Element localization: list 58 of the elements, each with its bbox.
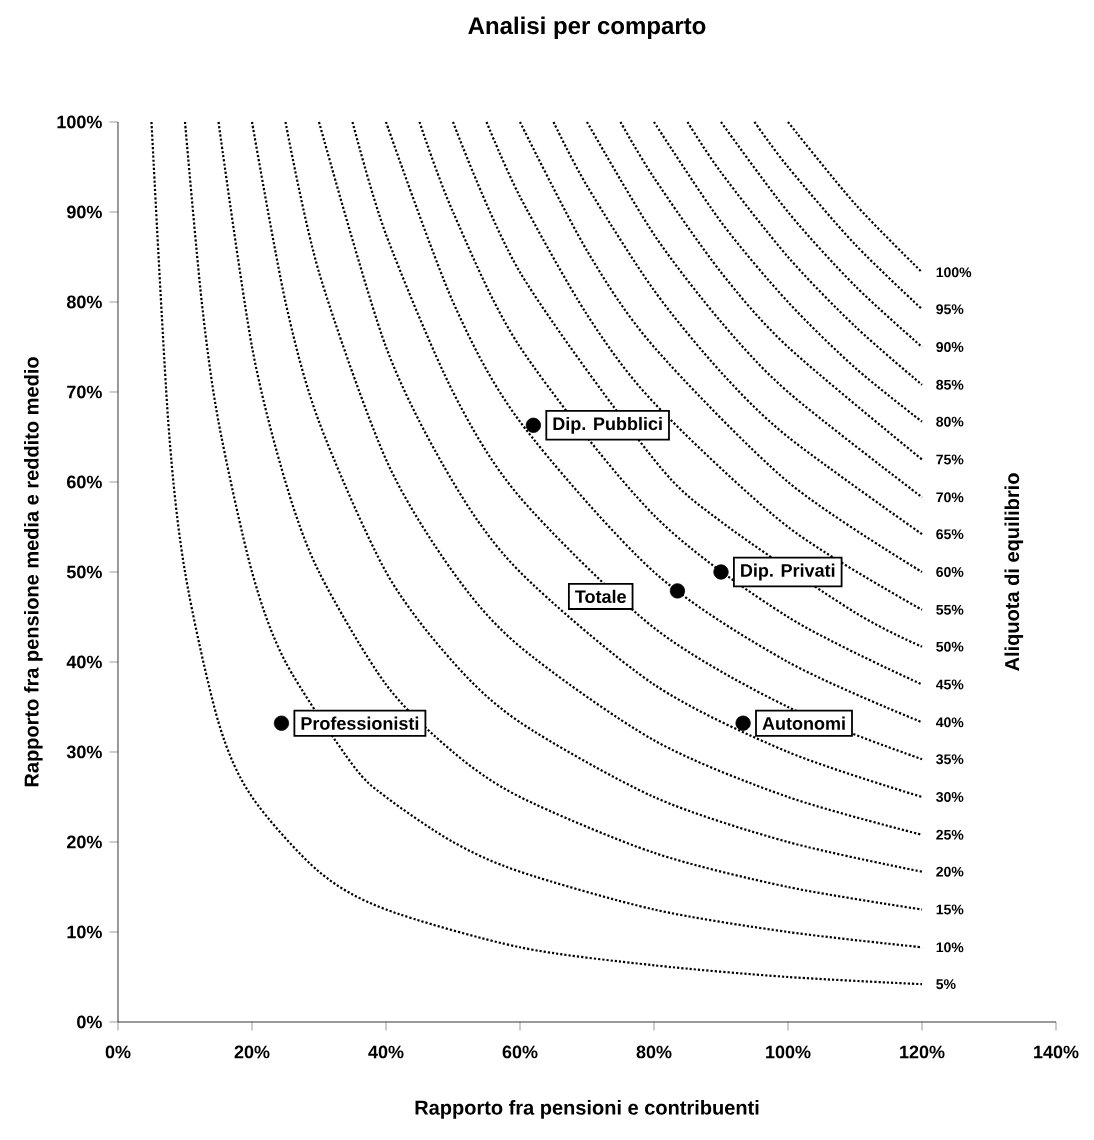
y-tick-label: 90%: [66, 205, 102, 219]
series-label: 15%: [936, 904, 964, 915]
x-tick-label: 80%: [636, 1045, 672, 1059]
x-axis-title: Rapporto fra pensioni e contribuenti: [415, 1100, 759, 1119]
annotation: Professionisti: [301, 716, 419, 730]
y-tick-label: 30%: [66, 745, 102, 759]
series-label: 95%: [936, 304, 964, 315]
series-label: 5%: [936, 979, 956, 990]
series-label: 20%: [936, 866, 964, 877]
series-label: 85%: [936, 379, 964, 390]
x-tick-label: 120%: [900, 1045, 945, 1059]
series-label: 65%: [936, 529, 964, 540]
line-series: [585, 120, 924, 499]
x-tick-label: 140%: [1034, 1045, 1079, 1059]
point: [735, 715, 751, 731]
y-tick-label: 60%: [67, 475, 102, 489]
series-label: 75%: [936, 454, 964, 465]
y-tick-label: 100%: [57, 115, 102, 129]
chart-title: Analisi per comparto: [468, 16, 706, 39]
point: [525, 417, 541, 433]
y-tick-label: 10%: [67, 925, 102, 939]
series-label: 40%: [935, 717, 964, 728]
line-series: [753, 120, 924, 311]
series-label: 10%: [936, 942, 964, 953]
annotation: Dip. Pubblici: [553, 416, 662, 434]
y2-axis-title: Aliquota di equilibrio: [1004, 473, 1024, 671]
point: [669, 583, 686, 599]
x-tick-label: 100%: [766, 1045, 811, 1059]
series-label: 60%: [936, 567, 964, 577]
y-tick-label: 40%: [66, 655, 102, 669]
x-tick-label: 40%: [368, 1045, 404, 1059]
x-tick-label: 20%: [234, 1045, 270, 1059]
y-tick-label: 0%: [77, 1015, 102, 1029]
point: [713, 564, 729, 580]
series-label: 80%: [936, 416, 964, 427]
series-label: 25%: [936, 829, 964, 840]
y-axis-title: Rapporto fra pensione media e reddito medio: [23, 357, 43, 787]
annotation: Autonomi: [762, 716, 845, 730]
series-label: 50%: [936, 641, 964, 652]
series-label: 55%: [936, 604, 964, 615]
series-label: 35%: [936, 754, 964, 765]
line-series: [719, 120, 924, 349]
series-label: 45%: [935, 679, 964, 690]
line-series: [686, 120, 924, 386]
annotation: Totale: [575, 589, 626, 604]
y-tick-label: 70%: [67, 385, 102, 399]
line-series: [552, 120, 924, 536]
y-tick-label: 20%: [66, 835, 102, 849]
y-tick-label: 50%: [66, 565, 102, 579]
annotation: Dip. Privati: [741, 563, 835, 581]
series-label: 100%: [936, 267, 972, 278]
series-label: 70%: [936, 492, 964, 503]
x-tick-label: 60%: [502, 1045, 538, 1059]
series-label: 90%: [936, 342, 964, 352]
series-label: 30%: [936, 792, 964, 802]
point: [273, 715, 290, 731]
x-tick-label: 0%: [105, 1045, 131, 1059]
y-tick-label: 80%: [66, 295, 102, 309]
